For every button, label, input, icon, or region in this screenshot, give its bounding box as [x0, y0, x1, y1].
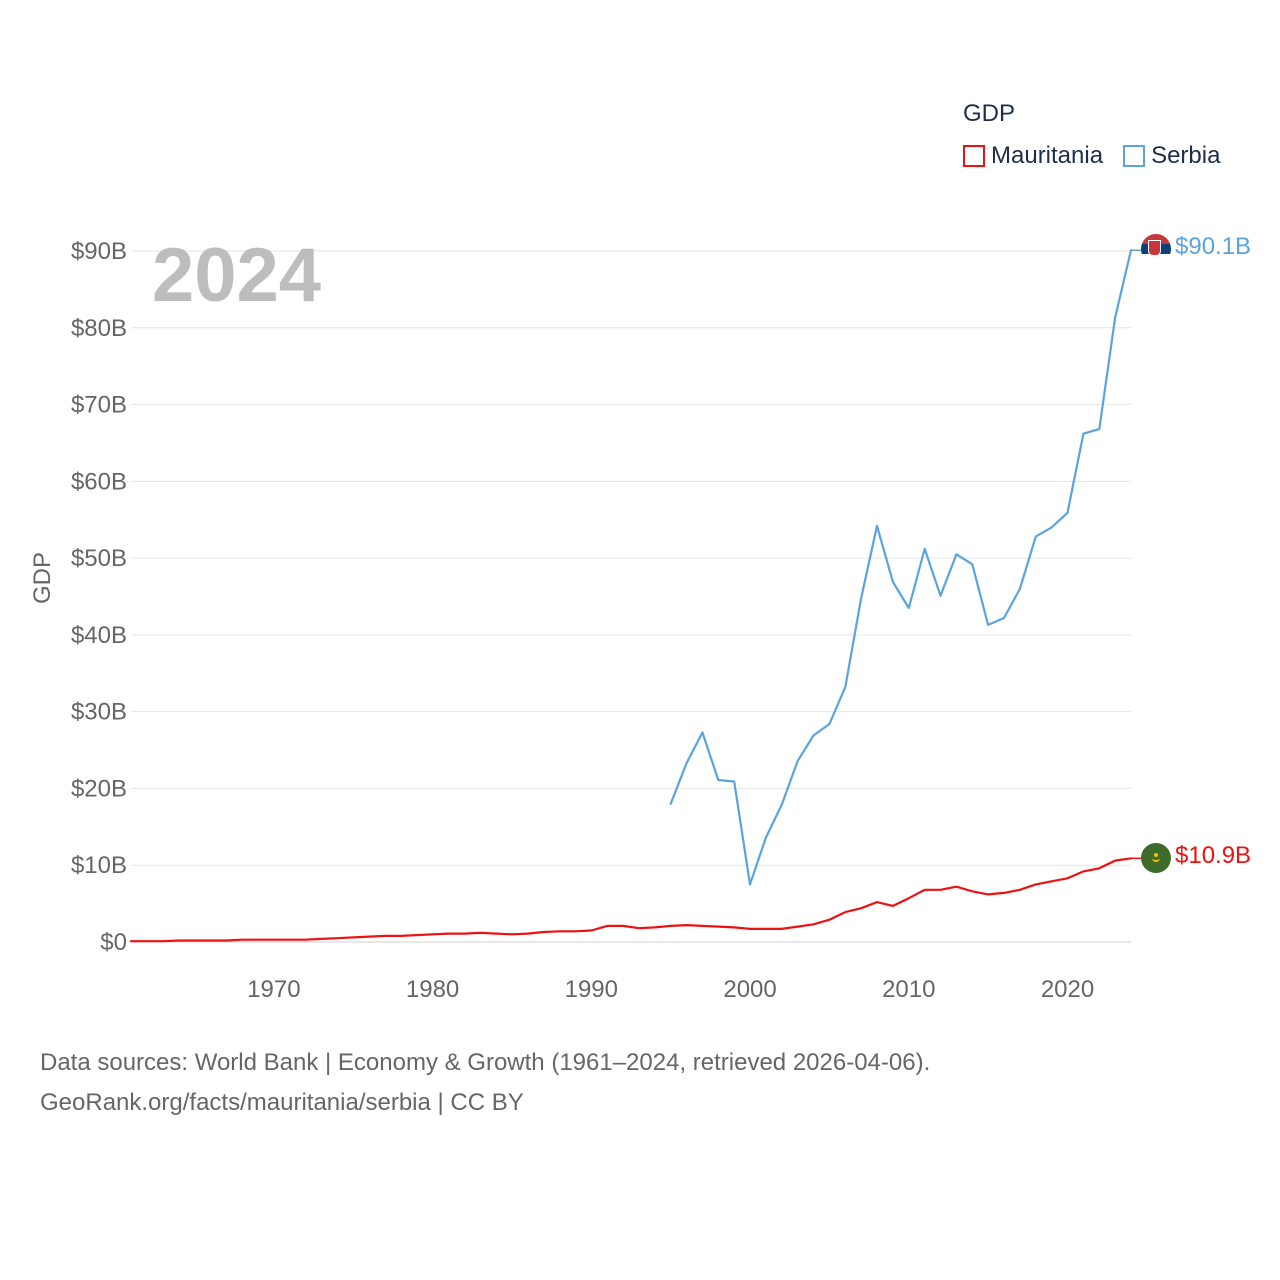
- x-tick-label: 1990: [565, 976, 618, 1003]
- footer-sources: Data sources: World Bank | Economy & Gro…: [40, 1049, 931, 1076]
- legend-swatch-serbia: [1123, 145, 1146, 167]
- legend-label-mauritania: Mauritania: [991, 142, 1104, 169]
- legend-swatch-mauritania: [963, 145, 985, 167]
- y-tick-label: $80B: [71, 315, 127, 342]
- y-axis-label: GDP: [29, 552, 56, 604]
- x-axis-ticks: 1970 1980 1990 2000 2010 2020: [247, 976, 1094, 1003]
- gridlines: [131, 250, 1131, 943]
- footer-attribution[interactable]: GeoRank.org/facts/mauritania/serbia | CC…: [40, 1089, 524, 1116]
- y-tick-label: $50B: [71, 545, 127, 572]
- x-tick-label: 1980: [406, 976, 459, 1003]
- footer: Data sources: World Bank | Economy & Gro…: [40, 1043, 930, 1123]
- y-tick-label: $20B: [71, 775, 127, 802]
- x-tick-label: 2000: [723, 976, 776, 1003]
- legend-label-serbia: Serbia: [1151, 142, 1221, 169]
- y-tick-label: $10B: [71, 852, 127, 879]
- legend-item-mauritania[interactable]: Mauritania: [963, 142, 1103, 170]
- y-tick-label: $90B: [71, 238, 127, 265]
- y-tick-label: $0: [100, 929, 127, 956]
- series-line-serbia: [669, 249, 1133, 886]
- y-tick-label: $40B: [71, 622, 127, 649]
- y-axis-ticks: $0 $10B $20B $30B $40B $50B $60B $70B $80B $90B: [71, 238, 127, 956]
- mauritania-flag-icon: [1141, 843, 1171, 873]
- serbia-flag-icon: [1141, 234, 1171, 264]
- series-line-mauritania: [129, 857, 1133, 943]
- y-tick-label: $70B: [71, 392, 127, 419]
- end-connectors: [1131, 249, 1141, 860]
- legend-item-serbia[interactable]: Serbia: [1123, 142, 1220, 170]
- x-tick-label: 2010: [882, 976, 935, 1003]
- y-tick-label: $60B: [71, 468, 127, 495]
- x-tick-label: 1970: [247, 976, 300, 1003]
- legend: Mauritania Serbia: [963, 142, 1240, 170]
- serbia-end-label: $90.1B: [1175, 233, 1252, 260]
- y-tick-label: $30B: [71, 699, 127, 726]
- year-watermark: 2024: [152, 233, 322, 318]
- series-lines: [129, 249, 1133, 943]
- x-tick-label: 2020: [1041, 976, 1094, 1003]
- mauritania-end-label: $10.9B: [1175, 842, 1252, 869]
- legend-title: GDP: [963, 100, 1016, 127]
